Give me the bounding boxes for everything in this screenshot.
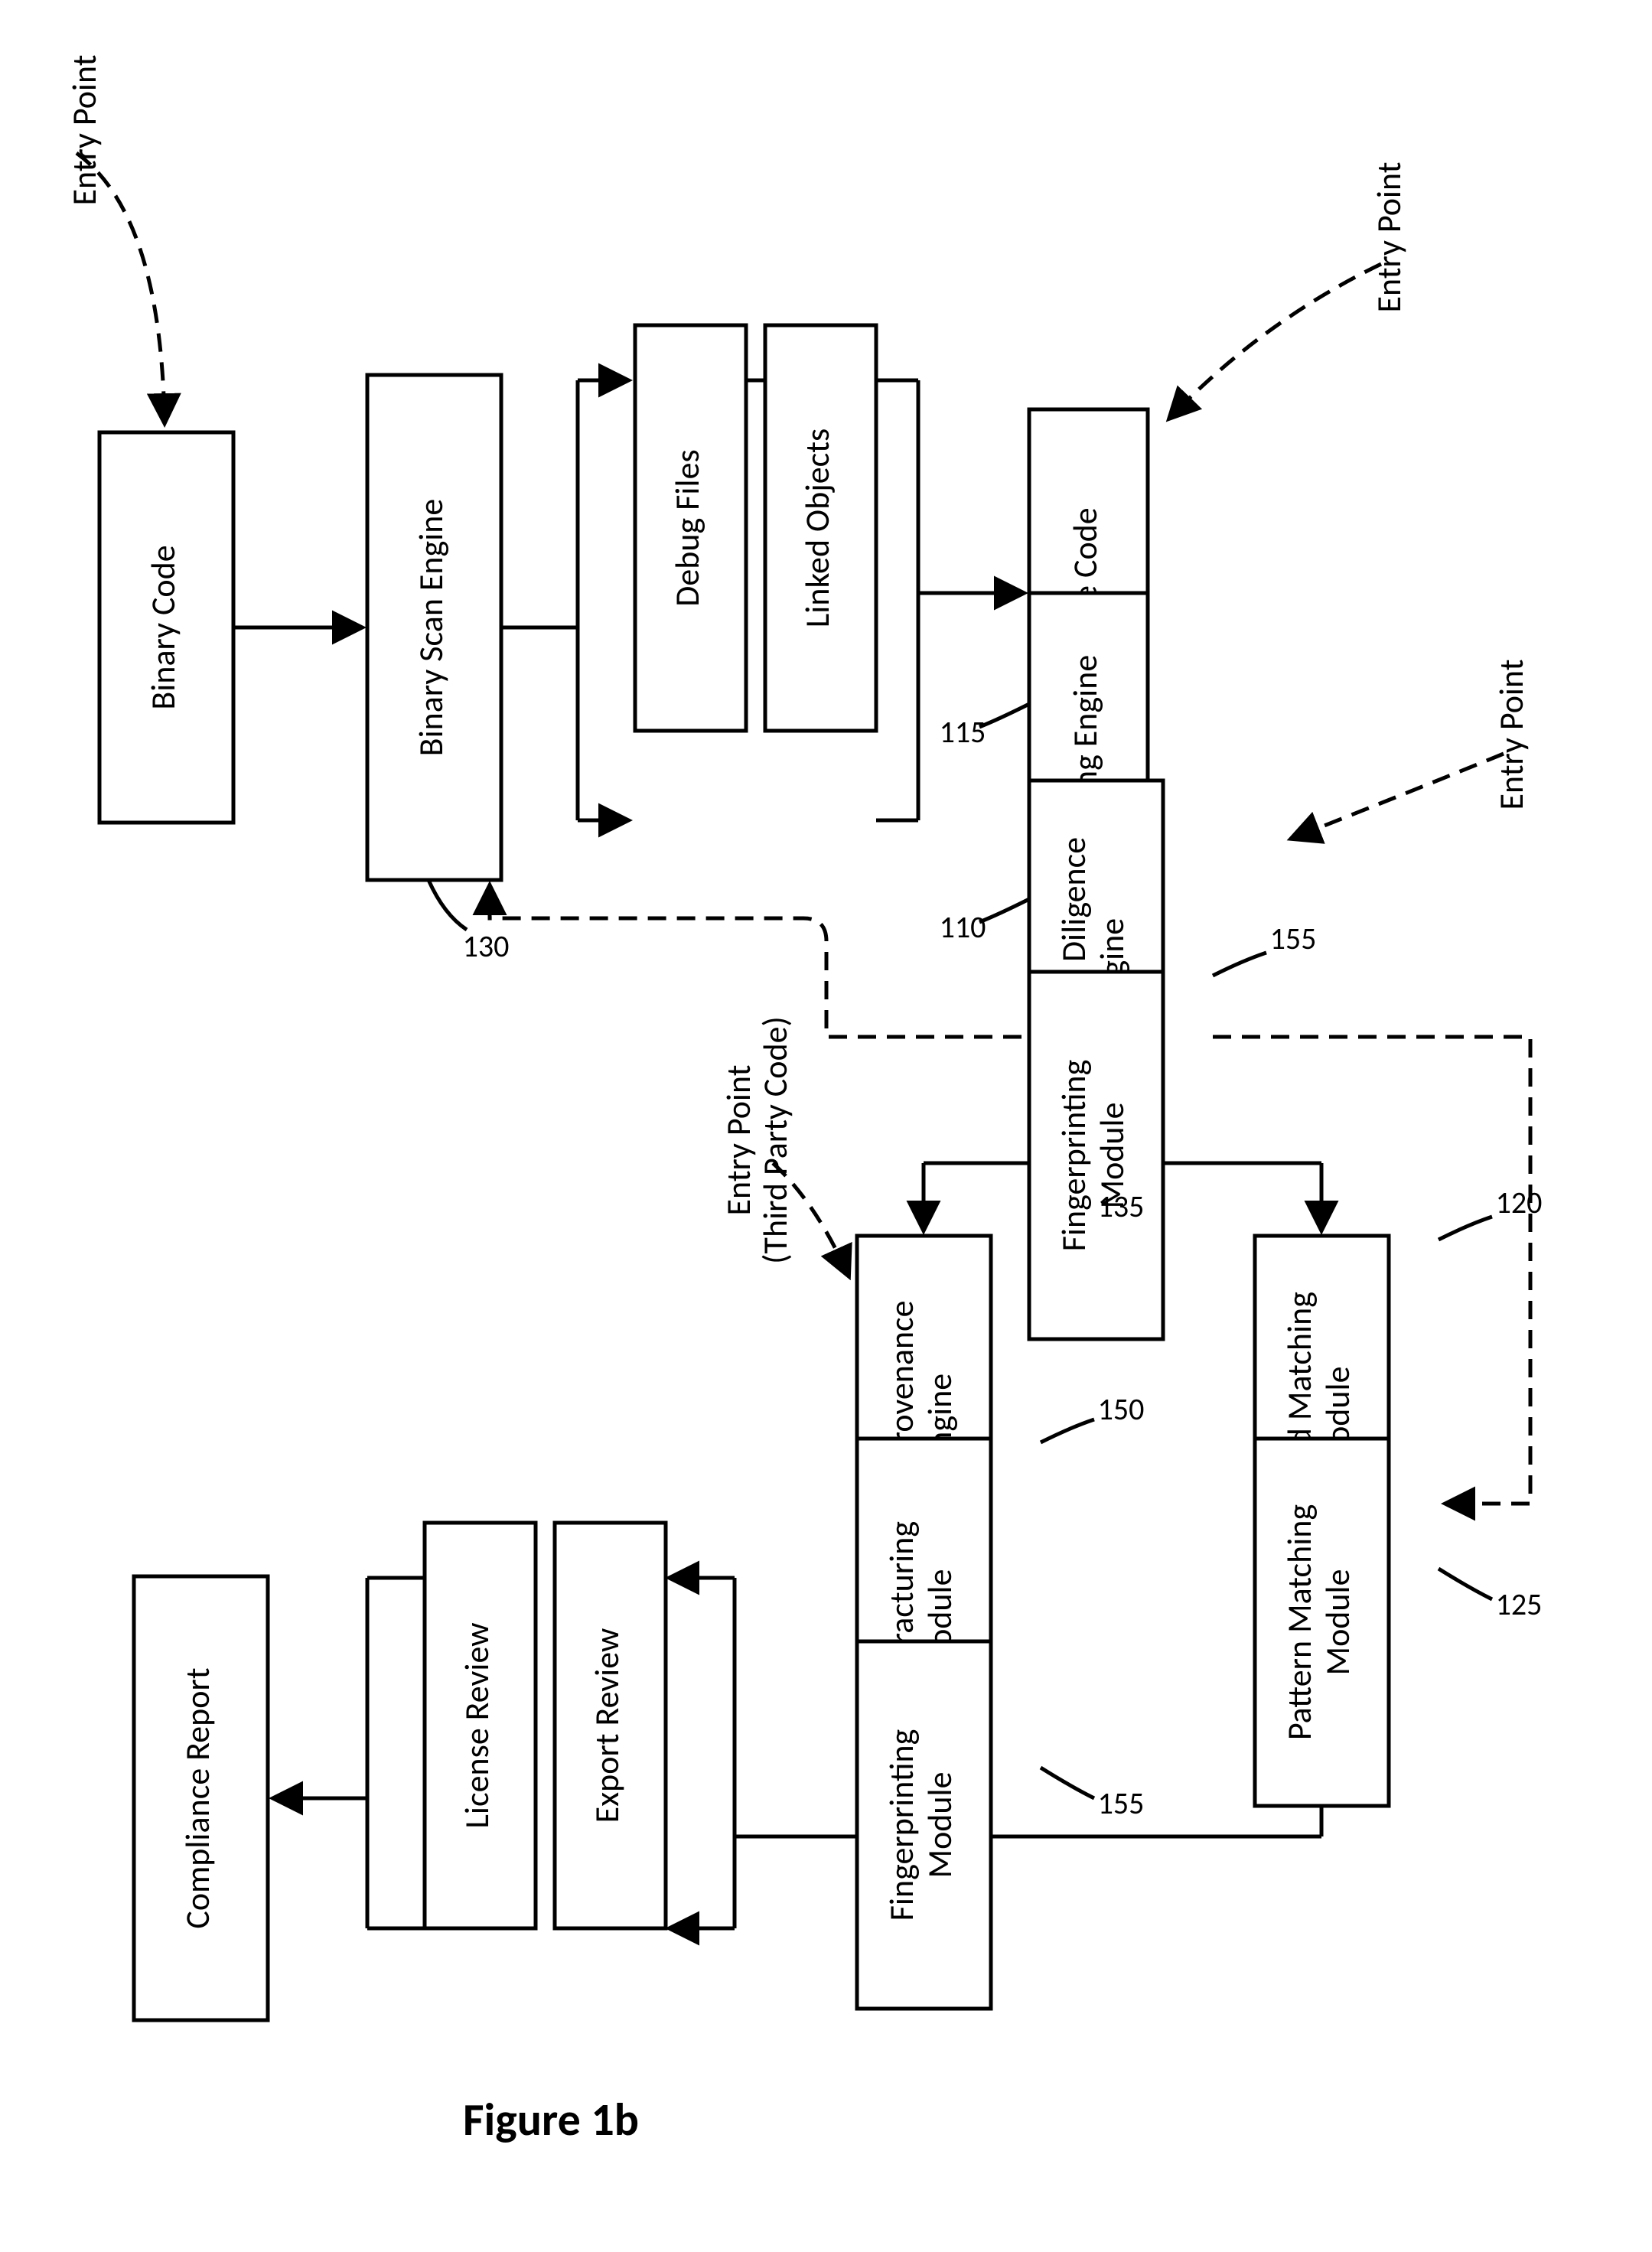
ref-130-leader — [428, 880, 467, 930]
svg-text:Module: Module — [1317, 1569, 1358, 1675]
svg-text:Entry Point: Entry Point — [64, 55, 105, 206]
node-export: Export Review — [555, 1523, 666, 1928]
figure-caption: Figure 1b — [463, 2092, 639, 2148]
ref-115-leader — [979, 704, 1029, 727]
entry-ep3: Entry Point — [1491, 660, 1532, 810]
node-linked_objects: Linked Objects — [765, 325, 876, 731]
svg-text:Binary Scan Engine: Binary Scan Engine — [410, 499, 451, 757]
svg-text:Export Review: Export Review — [586, 1628, 627, 1823]
svg-text:Entry Point: Entry Point — [718, 1065, 759, 1216]
svg-text:License Review: License Review — [456, 1622, 497, 1828]
entry-ep1: Entry Point — [64, 55, 105, 206]
svg-text:Entry Point: Entry Point — [1491, 660, 1532, 810]
ref-120-leader — [1439, 1217, 1492, 1240]
svg-text:Module: Module — [919, 1771, 960, 1878]
svg-text:(Third Party Code): (Third Party Code) — [754, 1016, 796, 1264]
entry-ep4: Entry Point(Third Party Code) — [718, 1016, 796, 1264]
svg-text:Fingerprinting: Fingerprinting — [1053, 1060, 1094, 1252]
node-debug_files: Debug Files — [635, 325, 746, 731]
entry2-arrow — [1171, 264, 1381, 417]
ref-110: 110 — [940, 908, 986, 946]
node-compliance: Compliance Report — [134, 1576, 268, 2020]
ref-120: 120 — [1496, 1184, 1543, 1221]
node-fingerprint_top: FingerprintingModule — [1029, 972, 1163, 1339]
ref-110-leader — [979, 899, 1029, 922]
entry3-arrow — [1293, 754, 1504, 838]
ref-155b-leader — [1041, 1768, 1094, 1798]
ref-155b: 155 — [1098, 1784, 1145, 1822]
svg-text:Entry Point: Entry Point — [1368, 162, 1409, 313]
node-license: License Review — [425, 1523, 536, 1928]
ref-125: 125 — [1496, 1586, 1543, 1623]
entry-ep2: Entry Point — [1368, 162, 1409, 313]
node-binary_scan: Binary Scan Engine — [367, 375, 501, 880]
node-pattern: Pattern MatchingModule — [1255, 1439, 1389, 1806]
svg-text:Debug Files: Debug Files — [666, 449, 708, 606]
node-binary_code: Binary Code — [99, 432, 233, 823]
ref-130: 130 — [463, 927, 510, 965]
ref-150: 150 — [1098, 1390, 1145, 1428]
svg-text:Fingerprinting: Fingerprinting — [881, 1729, 922, 1921]
ref-125-leader — [1439, 1569, 1492, 1599]
node-fingerprint_bot: FingerprintingModule — [857, 1641, 991, 2009]
flowchart-diagram: Binary Code Binary Scan Engine Debug Files… — [0, 0, 1652, 2252]
svg-text:Binary Code: Binary Code — [142, 545, 184, 709]
ref-150-leader — [1041, 1419, 1094, 1442]
ref-155a: 155 — [1270, 920, 1317, 957]
ref-115: 115 — [940, 713, 986, 751]
svg-text:Pattern Matching: Pattern Matching — [1279, 1504, 1320, 1740]
ref-155a-leader — [1213, 953, 1266, 976]
svg-text:Linked Objects: Linked Objects — [797, 429, 838, 627]
svg-text:Compliance Report: Compliance Report — [177, 1667, 218, 1928]
ref-135: 135 — [1098, 1188, 1145, 1225]
